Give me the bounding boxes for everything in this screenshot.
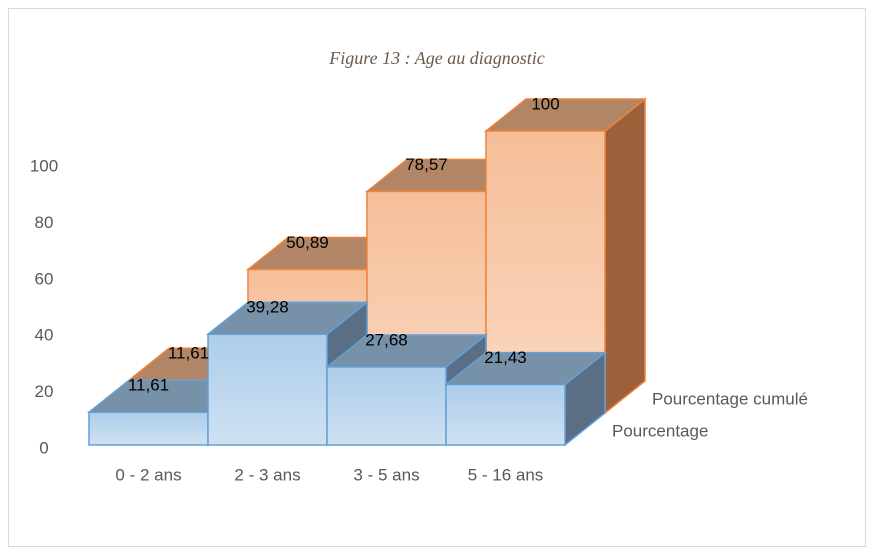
bar bbox=[443, 351, 608, 447]
x-tick-label: 0 - 2 ans bbox=[115, 465, 181, 484]
y-tick-label: 80 bbox=[35, 213, 54, 232]
y-tick-label: 0 bbox=[39, 438, 48, 457]
value-label: 21,43 bbox=[484, 348, 527, 367]
bar-right-face bbox=[604, 97, 646, 415]
x-tick-label: 3 - 5 ans bbox=[353, 465, 419, 484]
x-tick-label: 2 - 3 ans bbox=[234, 465, 300, 484]
y-tick-label: 100 bbox=[30, 156, 58, 175]
series-label: Pourcentage cumulé bbox=[652, 389, 808, 408]
value-label: 27,68 bbox=[365, 330, 408, 349]
bar-front-face bbox=[445, 383, 566, 446]
bar-front-face bbox=[326, 366, 447, 446]
y-tick-label: 20 bbox=[35, 382, 54, 401]
value-label: 11,61 bbox=[128, 376, 169, 395]
x-tick-label: 5 - 16 ans bbox=[468, 465, 544, 484]
series-label: Pourcentage bbox=[612, 421, 708, 440]
value-label: 78,57 bbox=[405, 155, 448, 174]
y-tick-label: 40 bbox=[35, 326, 54, 345]
value-label: 11,61 bbox=[168, 344, 209, 363]
chart-title: Figure 13 : Age au diagnostic bbox=[328, 48, 544, 68]
value-label: 100 bbox=[531, 94, 559, 113]
y-tick-label: 60 bbox=[35, 269, 54, 288]
bar-front-face bbox=[207, 333, 328, 446]
value-label: 50,89 bbox=[286, 233, 329, 252]
value-label: 39,28 bbox=[246, 298, 289, 317]
bar-front-face bbox=[88, 411, 209, 446]
